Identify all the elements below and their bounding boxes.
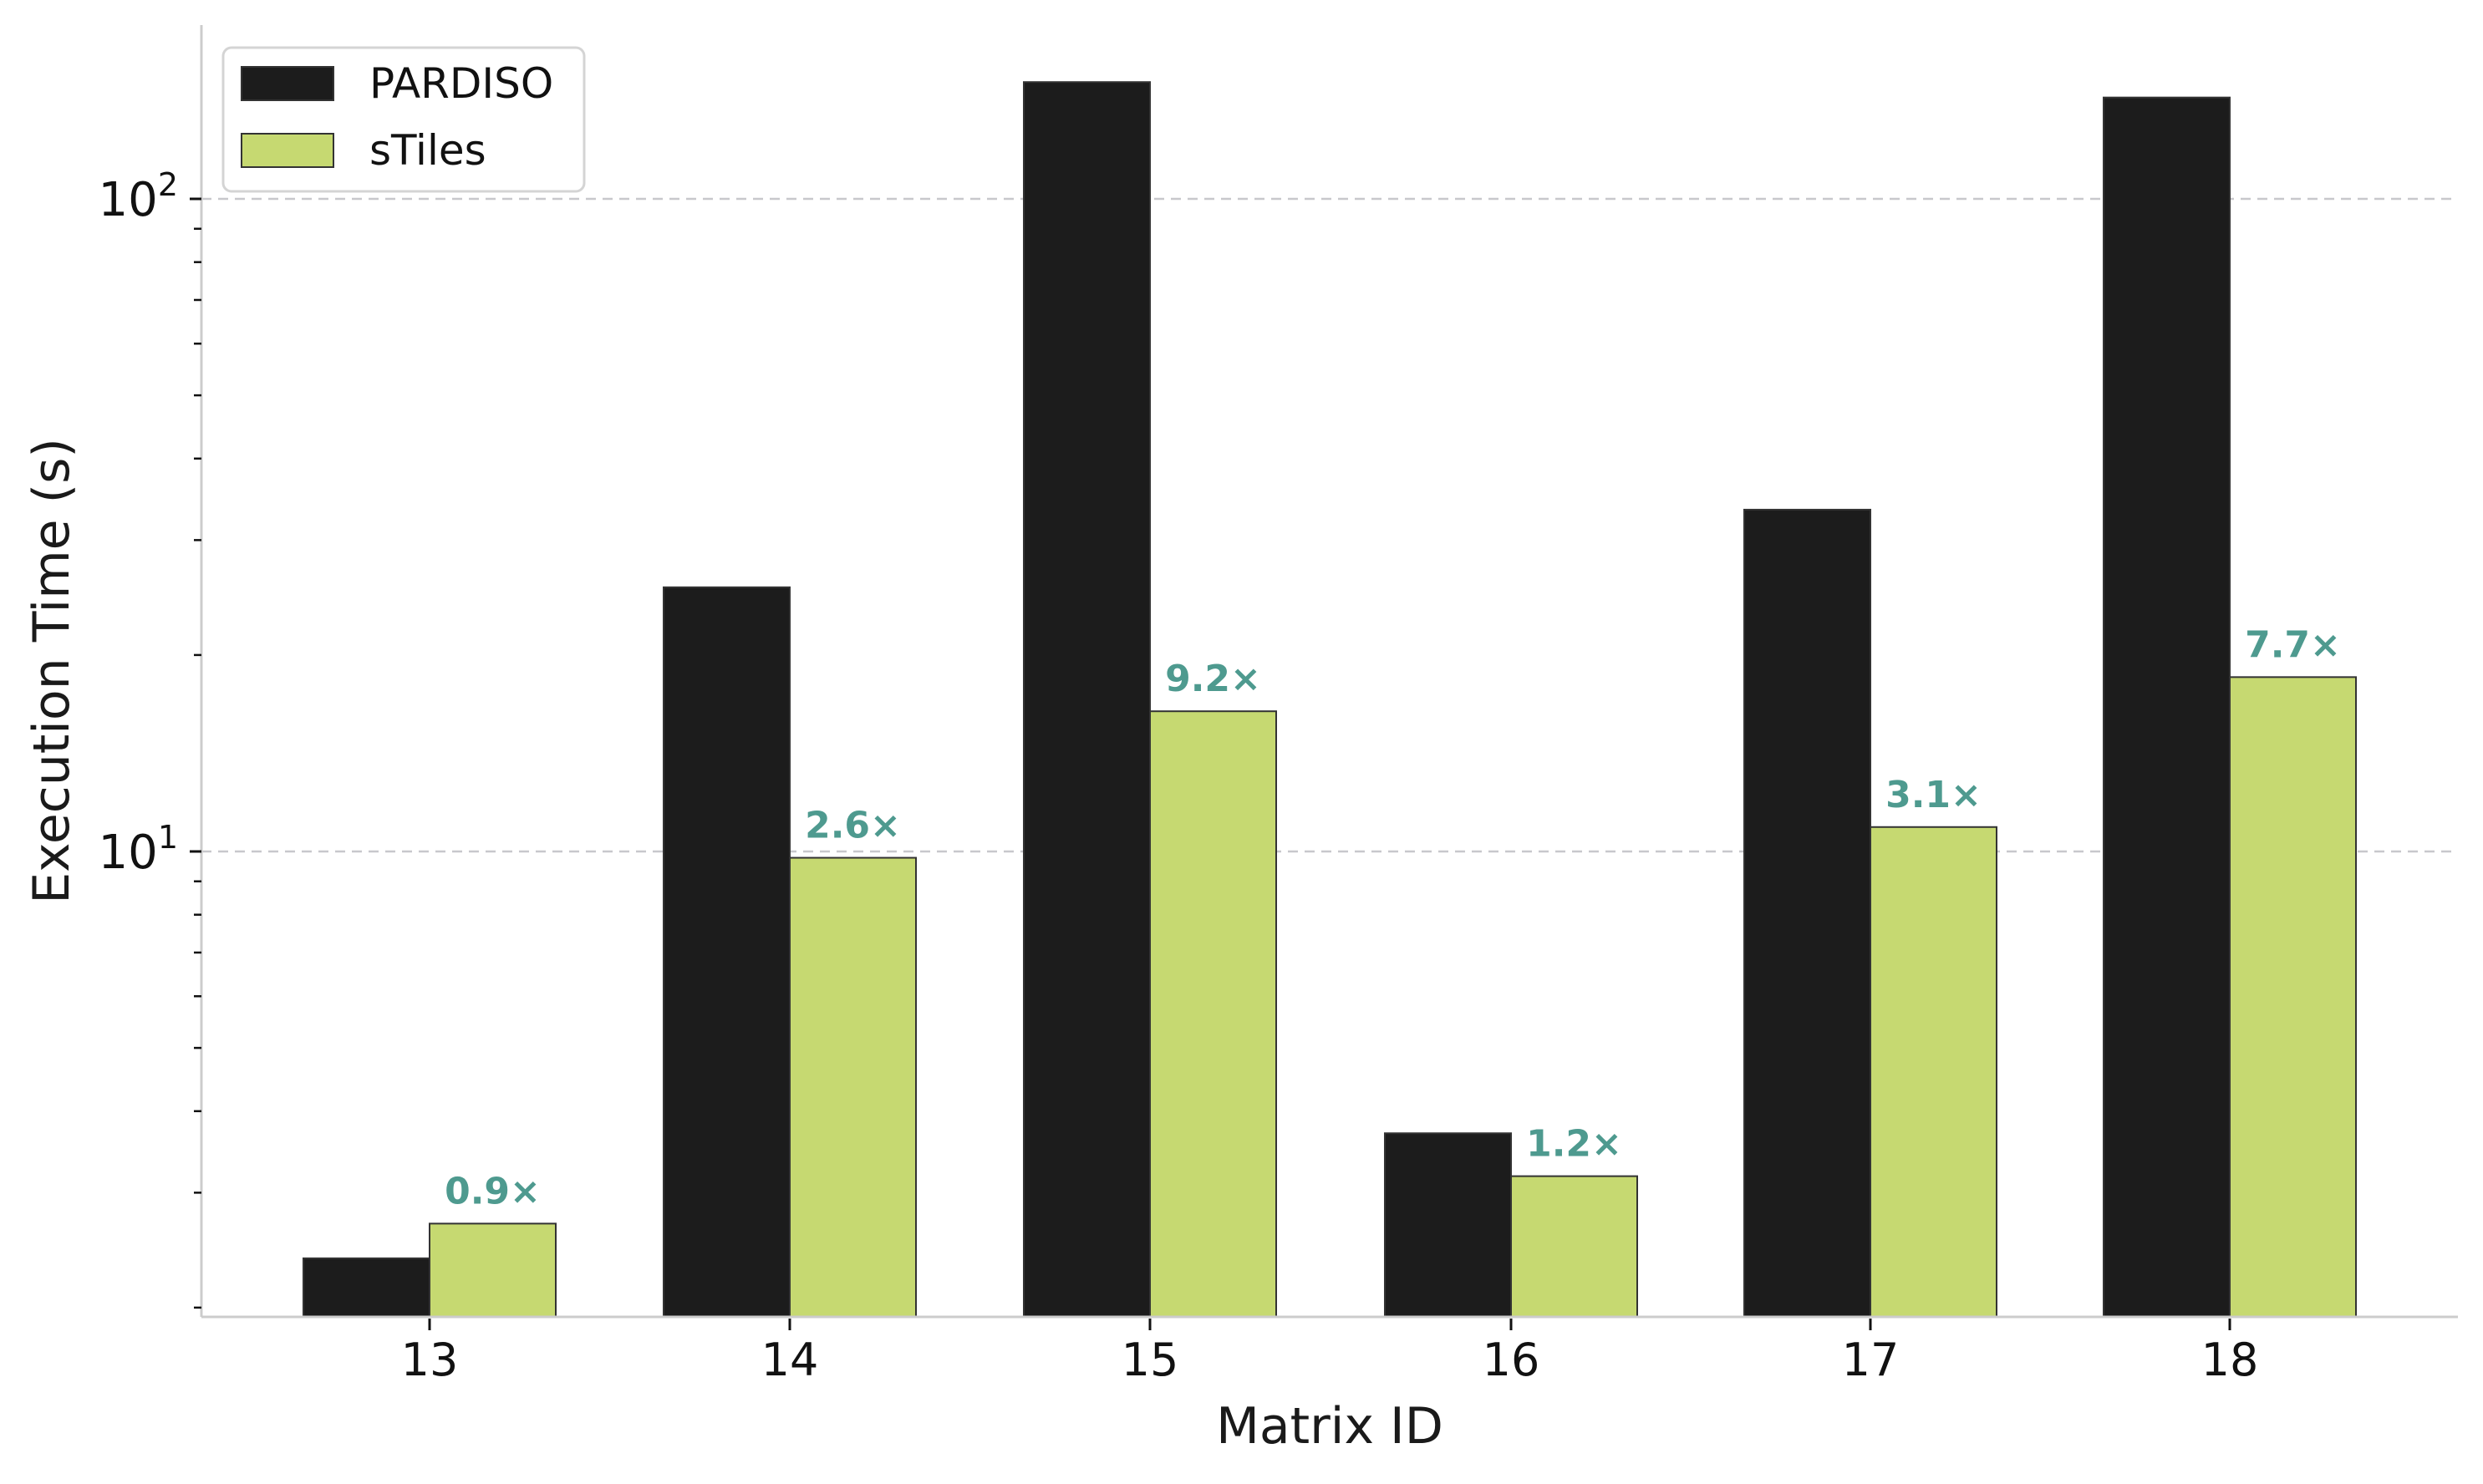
speedup-label: 3.1×: [1885, 774, 1982, 816]
legend-label-stiles: sTiles: [369, 126, 486, 175]
bar-stiles-15: [1149, 710, 1277, 1318]
legend-swatch-pardiso: [241, 66, 334, 101]
speedup-label: 0.9×: [445, 1170, 541, 1212]
speedup-label: 7.7×: [2245, 623, 2341, 666]
x-tick-label: 16: [1483, 1334, 1540, 1386]
x-axis-label: Matrix ID: [1216, 1397, 1443, 1456]
x-tick-label: 14: [761, 1334, 819, 1386]
x-tick-label: 18: [2201, 1334, 2259, 1386]
bar-pardiso-16: [1384, 1132, 1512, 1319]
legend: PARDISO sTiles: [221, 46, 586, 193]
bar-pardiso-14: [663, 586, 791, 1318]
speedup-label: 1.2×: [1526, 1123, 1622, 1166]
x-tick-label: 15: [1122, 1334, 1179, 1386]
axes: [200, 25, 2458, 1319]
bar-stiles-14: [789, 856, 917, 1319]
y-axis-label: Execution Time (s): [23, 438, 81, 904]
x-ticks: 13 14 15 16 17 18: [401, 1319, 2259, 1386]
bar-pardiso-15: [1023, 81, 1151, 1319]
bar-pardiso-13: [303, 1257, 430, 1319]
speedup-label: 9.2×: [1165, 658, 1261, 700]
x-tick-label: 17: [1842, 1334, 1900, 1386]
speedup-label: 2.6×: [805, 805, 901, 847]
x-tick-label: 13: [401, 1334, 459, 1386]
bar-stiles-13: [429, 1222, 557, 1319]
bars: [303, 81, 2357, 1319]
bar-pardiso-17: [1743, 508, 1871, 1318]
bar-stiles-17: [1870, 826, 1997, 1318]
y-tick-label: 101: [99, 819, 178, 880]
legend-label-pardiso: PARDISO: [369, 59, 553, 108]
bar-stiles-18: [2229, 676, 2357, 1318]
bar-pardiso-18: [2103, 96, 2231, 1319]
bar-stiles-16: [1510, 1175, 1638, 1318]
gridlines: [201, 197, 2458, 853]
legend-swatch-stiles: [241, 133, 334, 168]
y-ticks: 101 102: [99, 166, 201, 1309]
y-tick-label: 102: [99, 166, 178, 227]
speedup-annotations: 0.9× 2.6× 9.2× 1.2× 3.1× 7.7×: [445, 623, 2341, 1212]
